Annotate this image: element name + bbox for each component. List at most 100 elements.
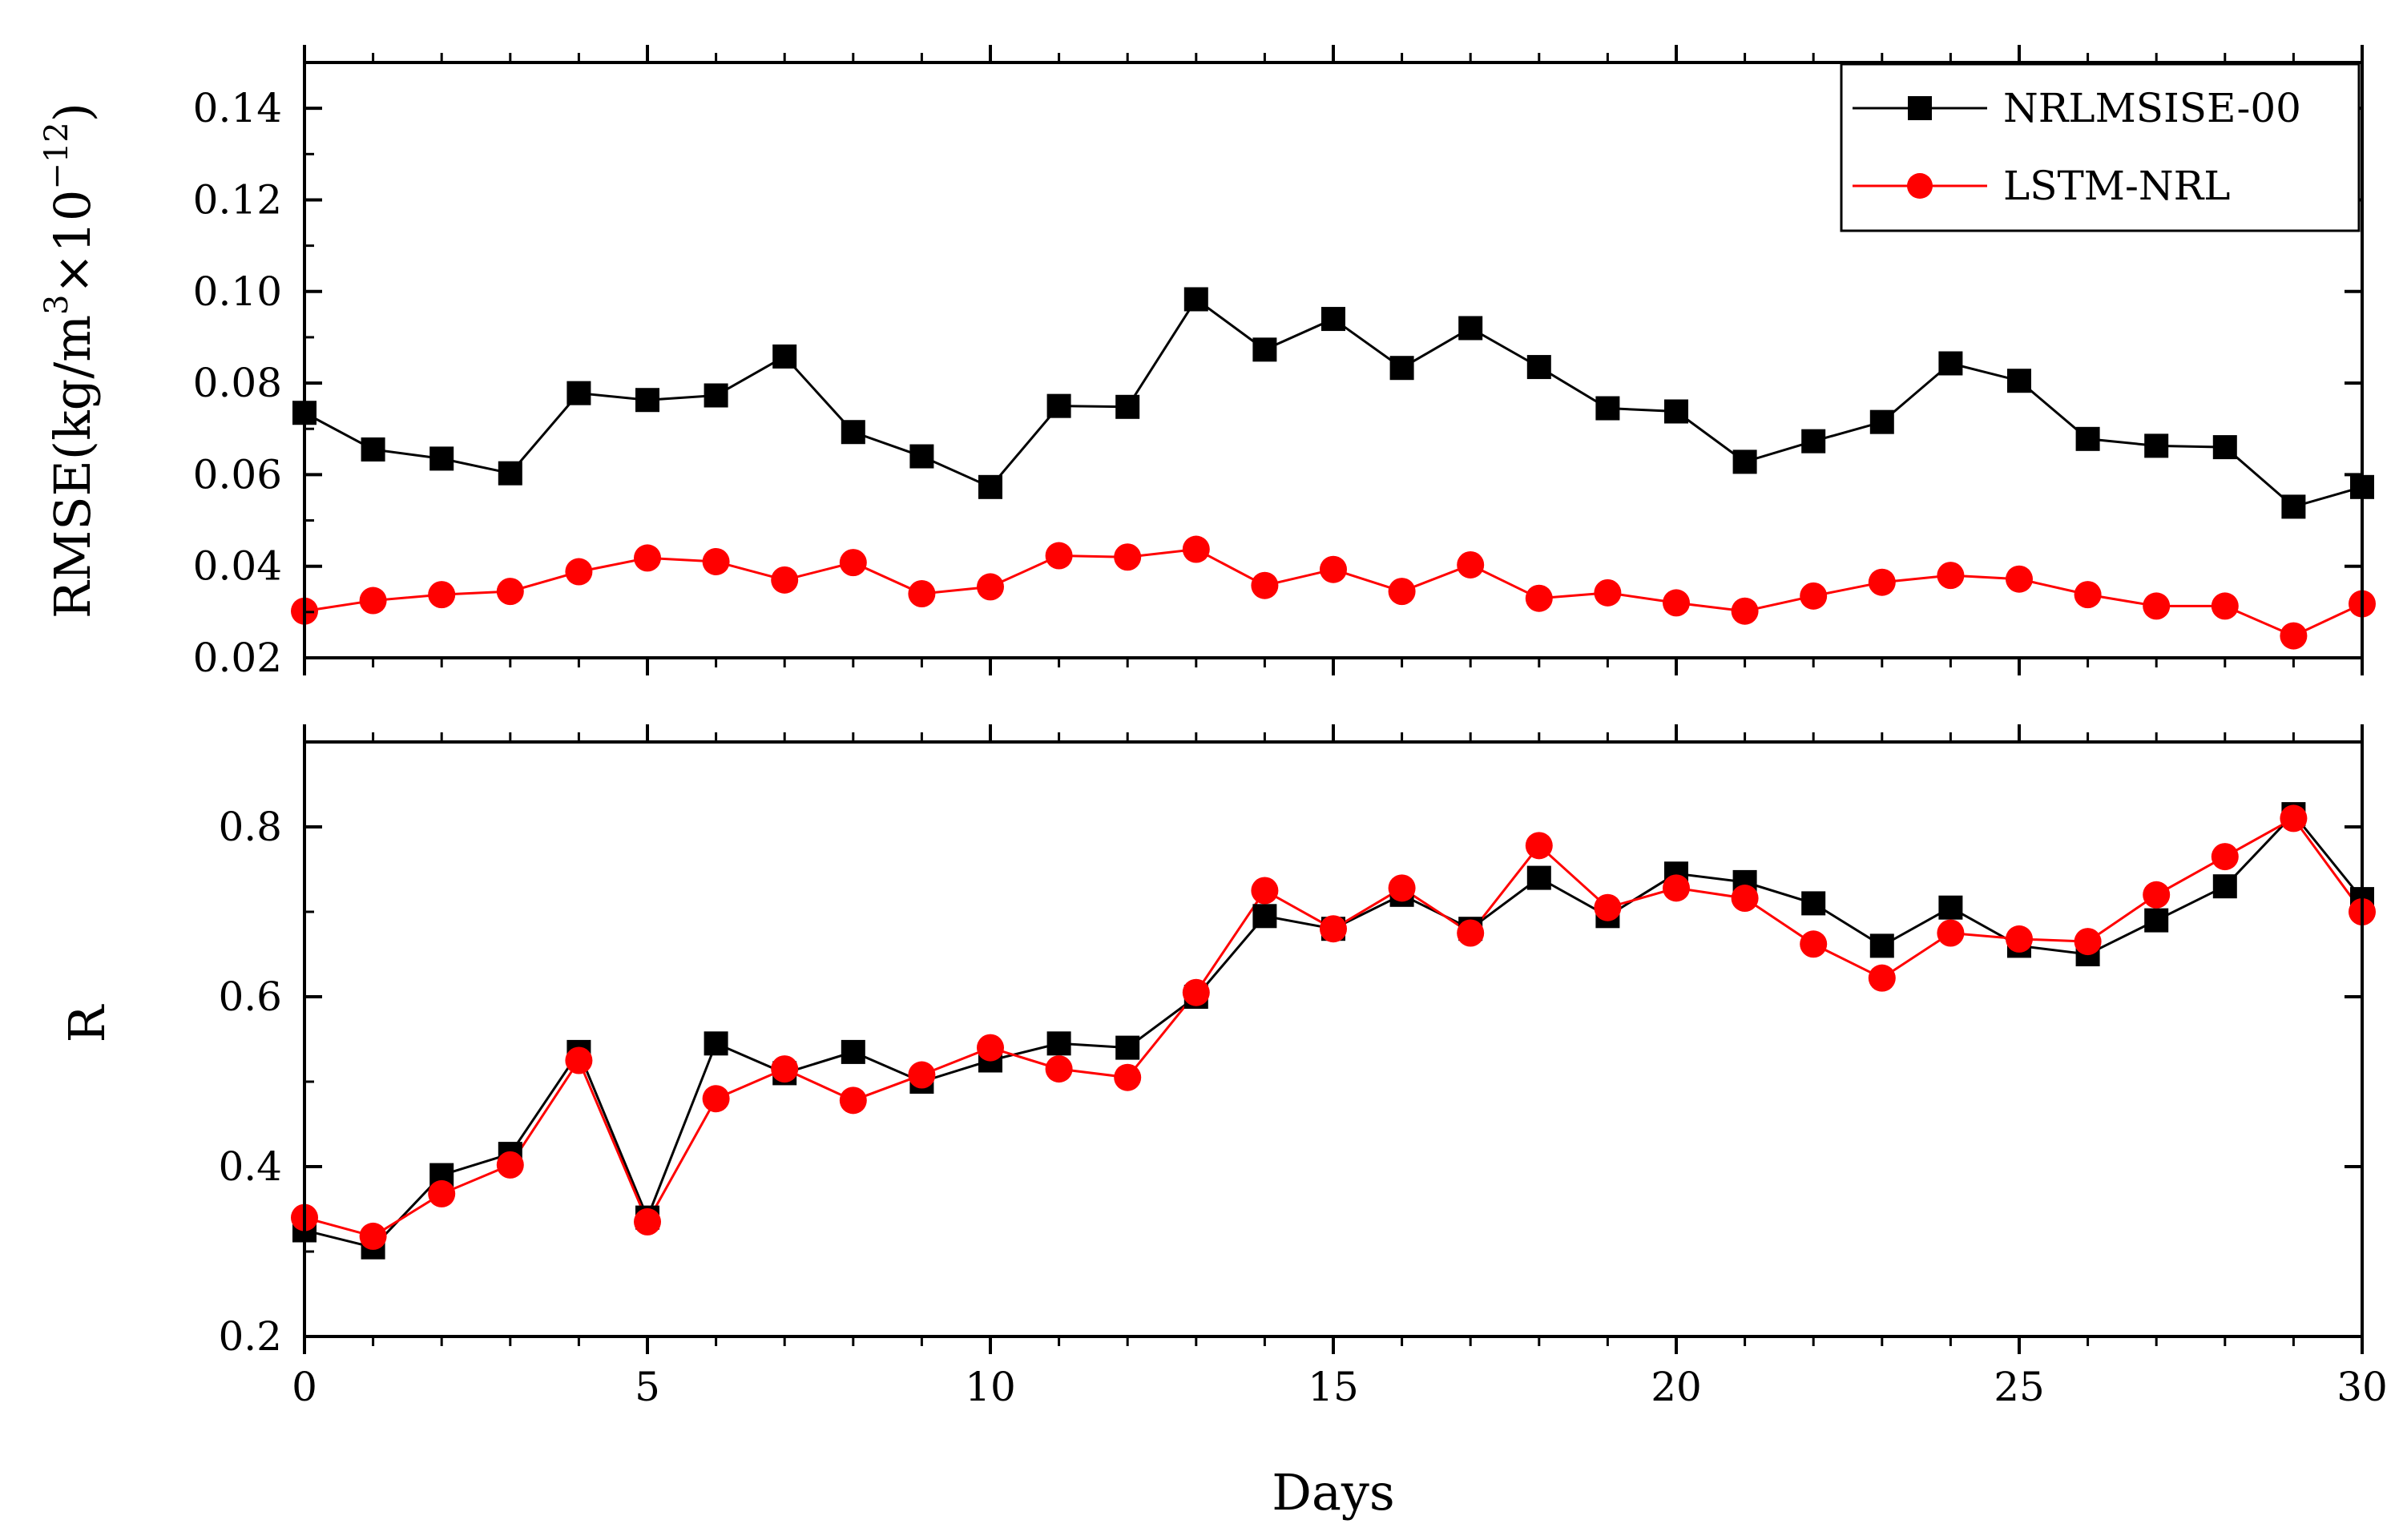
r-point-lstm bbox=[1663, 874, 1690, 902]
x-tick-label: 20 bbox=[1651, 1364, 1702, 1410]
rmse-point-nrlmsise bbox=[1595, 396, 1620, 421]
rmse-point-nrlmsise bbox=[1183, 287, 1208, 312]
rmse-point-lstm bbox=[1388, 578, 1416, 606]
x-tick-label: 30 bbox=[2337, 1364, 2388, 1410]
rmse-point-lstm bbox=[1457, 550, 1485, 579]
r-point-lstm bbox=[496, 1151, 524, 1179]
rmse-point-lstm bbox=[2006, 565, 2033, 593]
rmse-point-lstm bbox=[839, 549, 867, 577]
r-y-tick-label: 0.6 bbox=[218, 974, 282, 1020]
rmse-point-lstm bbox=[1045, 542, 1073, 570]
x-tick-label: 10 bbox=[965, 1364, 1016, 1410]
rmse-point-lstm bbox=[359, 587, 387, 615]
rmse-point-lstm bbox=[1594, 579, 1622, 607]
rmse-panel: 0.02 0.04 0.06 0.08 0.10 0.12 0.14 RMSE(kg/m3×… bbox=[38, 45, 2376, 681]
rmse-y-tick-label: 0.12 bbox=[193, 176, 282, 223]
rmse-point-nrlmsise bbox=[1389, 356, 1414, 381]
rmse-y-tick-label: 0.08 bbox=[193, 360, 282, 406]
rmse-point-nrlmsise bbox=[361, 437, 385, 462]
rmse-point-nrlmsise bbox=[1046, 393, 1071, 418]
legend: NRLMSISE-00 LSTM-NRL bbox=[1840, 62, 2361, 232]
rmse-point-lstm bbox=[702, 547, 730, 575]
rmse-point-lstm bbox=[1937, 562, 1965, 590]
r-y-tick-label: 0.2 bbox=[218, 1313, 282, 1360]
r-y-tick-label: 0.8 bbox=[218, 804, 282, 850]
r-point-nrlmsise bbox=[1801, 891, 1826, 916]
r-point-nrlmsise bbox=[1526, 865, 1551, 890]
r-point-lstm bbox=[1800, 930, 1828, 958]
rmse-point-lstm bbox=[1182, 535, 1210, 563]
rmse-point-nrlmsise bbox=[2007, 369, 2031, 393]
r-point-lstm bbox=[1251, 877, 1279, 905]
rmse-y-tick-label: 0.10 bbox=[193, 268, 282, 315]
r-point-lstm bbox=[428, 1179, 456, 1207]
rmse-point-nrlmsise bbox=[1115, 394, 1140, 419]
rmse-point-lstm bbox=[771, 566, 799, 594]
r-point-nrlmsise bbox=[1869, 933, 1894, 958]
r-point-lstm bbox=[908, 1061, 936, 1089]
r-point-lstm bbox=[1937, 919, 1965, 947]
rmse-point-nrlmsise bbox=[1321, 307, 1345, 332]
r-point-lstm bbox=[839, 1086, 867, 1115]
rmse-point-lstm bbox=[496, 578, 524, 606]
rmse-point-lstm bbox=[1525, 584, 1553, 612]
rmse-point-nrlmsise bbox=[2212, 435, 2237, 460]
r-point-lstm bbox=[1525, 832, 1553, 860]
legend-label-lstm: LSTM-NRL bbox=[2003, 163, 2231, 209]
x-tick-label: 0 bbox=[292, 1364, 317, 1410]
rmse-point-lstm bbox=[1320, 555, 1347, 583]
legend-marker-lstm bbox=[1907, 173, 1933, 199]
rmse-point-nrlmsise bbox=[2075, 426, 2100, 451]
r-point-lstm bbox=[2074, 928, 2102, 956]
r-point-lstm bbox=[977, 1034, 1004, 1062]
r-point-lstm bbox=[1594, 893, 1622, 921]
r-point-nrlmsise bbox=[704, 1031, 728, 1056]
rmse-point-nrlmsise bbox=[1801, 429, 1826, 454]
rmse-point-lstm bbox=[1251, 571, 1279, 599]
r-point-lstm bbox=[2006, 925, 2033, 953]
rmse-point-nrlmsise bbox=[635, 388, 659, 413]
rmse-point-nrlmsise bbox=[566, 381, 591, 405]
rmse-point-lstm bbox=[1800, 582, 1828, 610]
r-y-axis-title: R bbox=[58, 1003, 116, 1042]
rmse-point-nrlmsise bbox=[1869, 409, 1894, 434]
x-tick-label: 5 bbox=[635, 1364, 660, 1410]
r-point-nrlmsise bbox=[2144, 908, 2169, 933]
r-point-nrlmsise bbox=[1115, 1035, 1140, 1060]
rmse-point-nrlmsise bbox=[772, 344, 797, 369]
r-point-nrlmsise bbox=[841, 1039, 865, 1064]
x-tick-label: 25 bbox=[1994, 1364, 2045, 1410]
rmse-point-lstm bbox=[2074, 581, 2102, 609]
r-point-lstm bbox=[2280, 804, 2308, 832]
rmse-point-nrlmsise bbox=[1458, 316, 1483, 341]
rmse-point-lstm bbox=[1868, 568, 1896, 596]
r-point-lstm bbox=[565, 1046, 593, 1074]
r-point-lstm bbox=[634, 1207, 661, 1236]
r-point-lstm bbox=[1182, 978, 1210, 1006]
rmse-point-lstm bbox=[1663, 589, 1690, 617]
r-series-line-lstm bbox=[304, 816, 2364, 1238]
rmse-point-nrlmsise bbox=[841, 420, 865, 445]
rmse-point-nrlmsise bbox=[704, 383, 728, 408]
rmse-point-nrlmsise bbox=[2144, 433, 2169, 458]
rmse-point-lstm bbox=[634, 544, 661, 572]
rmse-y-tick-label: 0.14 bbox=[193, 85, 282, 131]
legend-label-nrlmsise: NRLMSISE-00 bbox=[2003, 85, 2301, 131]
r-plot-frame bbox=[303, 740, 2364, 1338]
rmse-point-nrlmsise bbox=[978, 474, 1002, 499]
rmse-point-nrlmsise bbox=[909, 444, 934, 469]
rmse-point-nrlmsise bbox=[1732, 450, 1757, 474]
rmse-point-nrlmsise bbox=[2281, 494, 2306, 519]
rmse-point-nrlmsise bbox=[498, 461, 522, 486]
rmse-y-tick-label: 0.02 bbox=[193, 635, 282, 681]
r-point-lstm bbox=[1731, 885, 1759, 913]
rmse-point-nrlmsise bbox=[1526, 355, 1551, 380]
r-point-lstm bbox=[1114, 1063, 1142, 1091]
r-point-lstm bbox=[1045, 1055, 1073, 1083]
r-point-lstm bbox=[771, 1055, 799, 1083]
rmse-point-nrlmsise bbox=[1664, 399, 1688, 424]
r-y-tick-label: 0.4 bbox=[218, 1143, 282, 1190]
rmse-point-lstm bbox=[2211, 592, 2239, 620]
x-tick-label: 15 bbox=[1308, 1364, 1359, 1410]
